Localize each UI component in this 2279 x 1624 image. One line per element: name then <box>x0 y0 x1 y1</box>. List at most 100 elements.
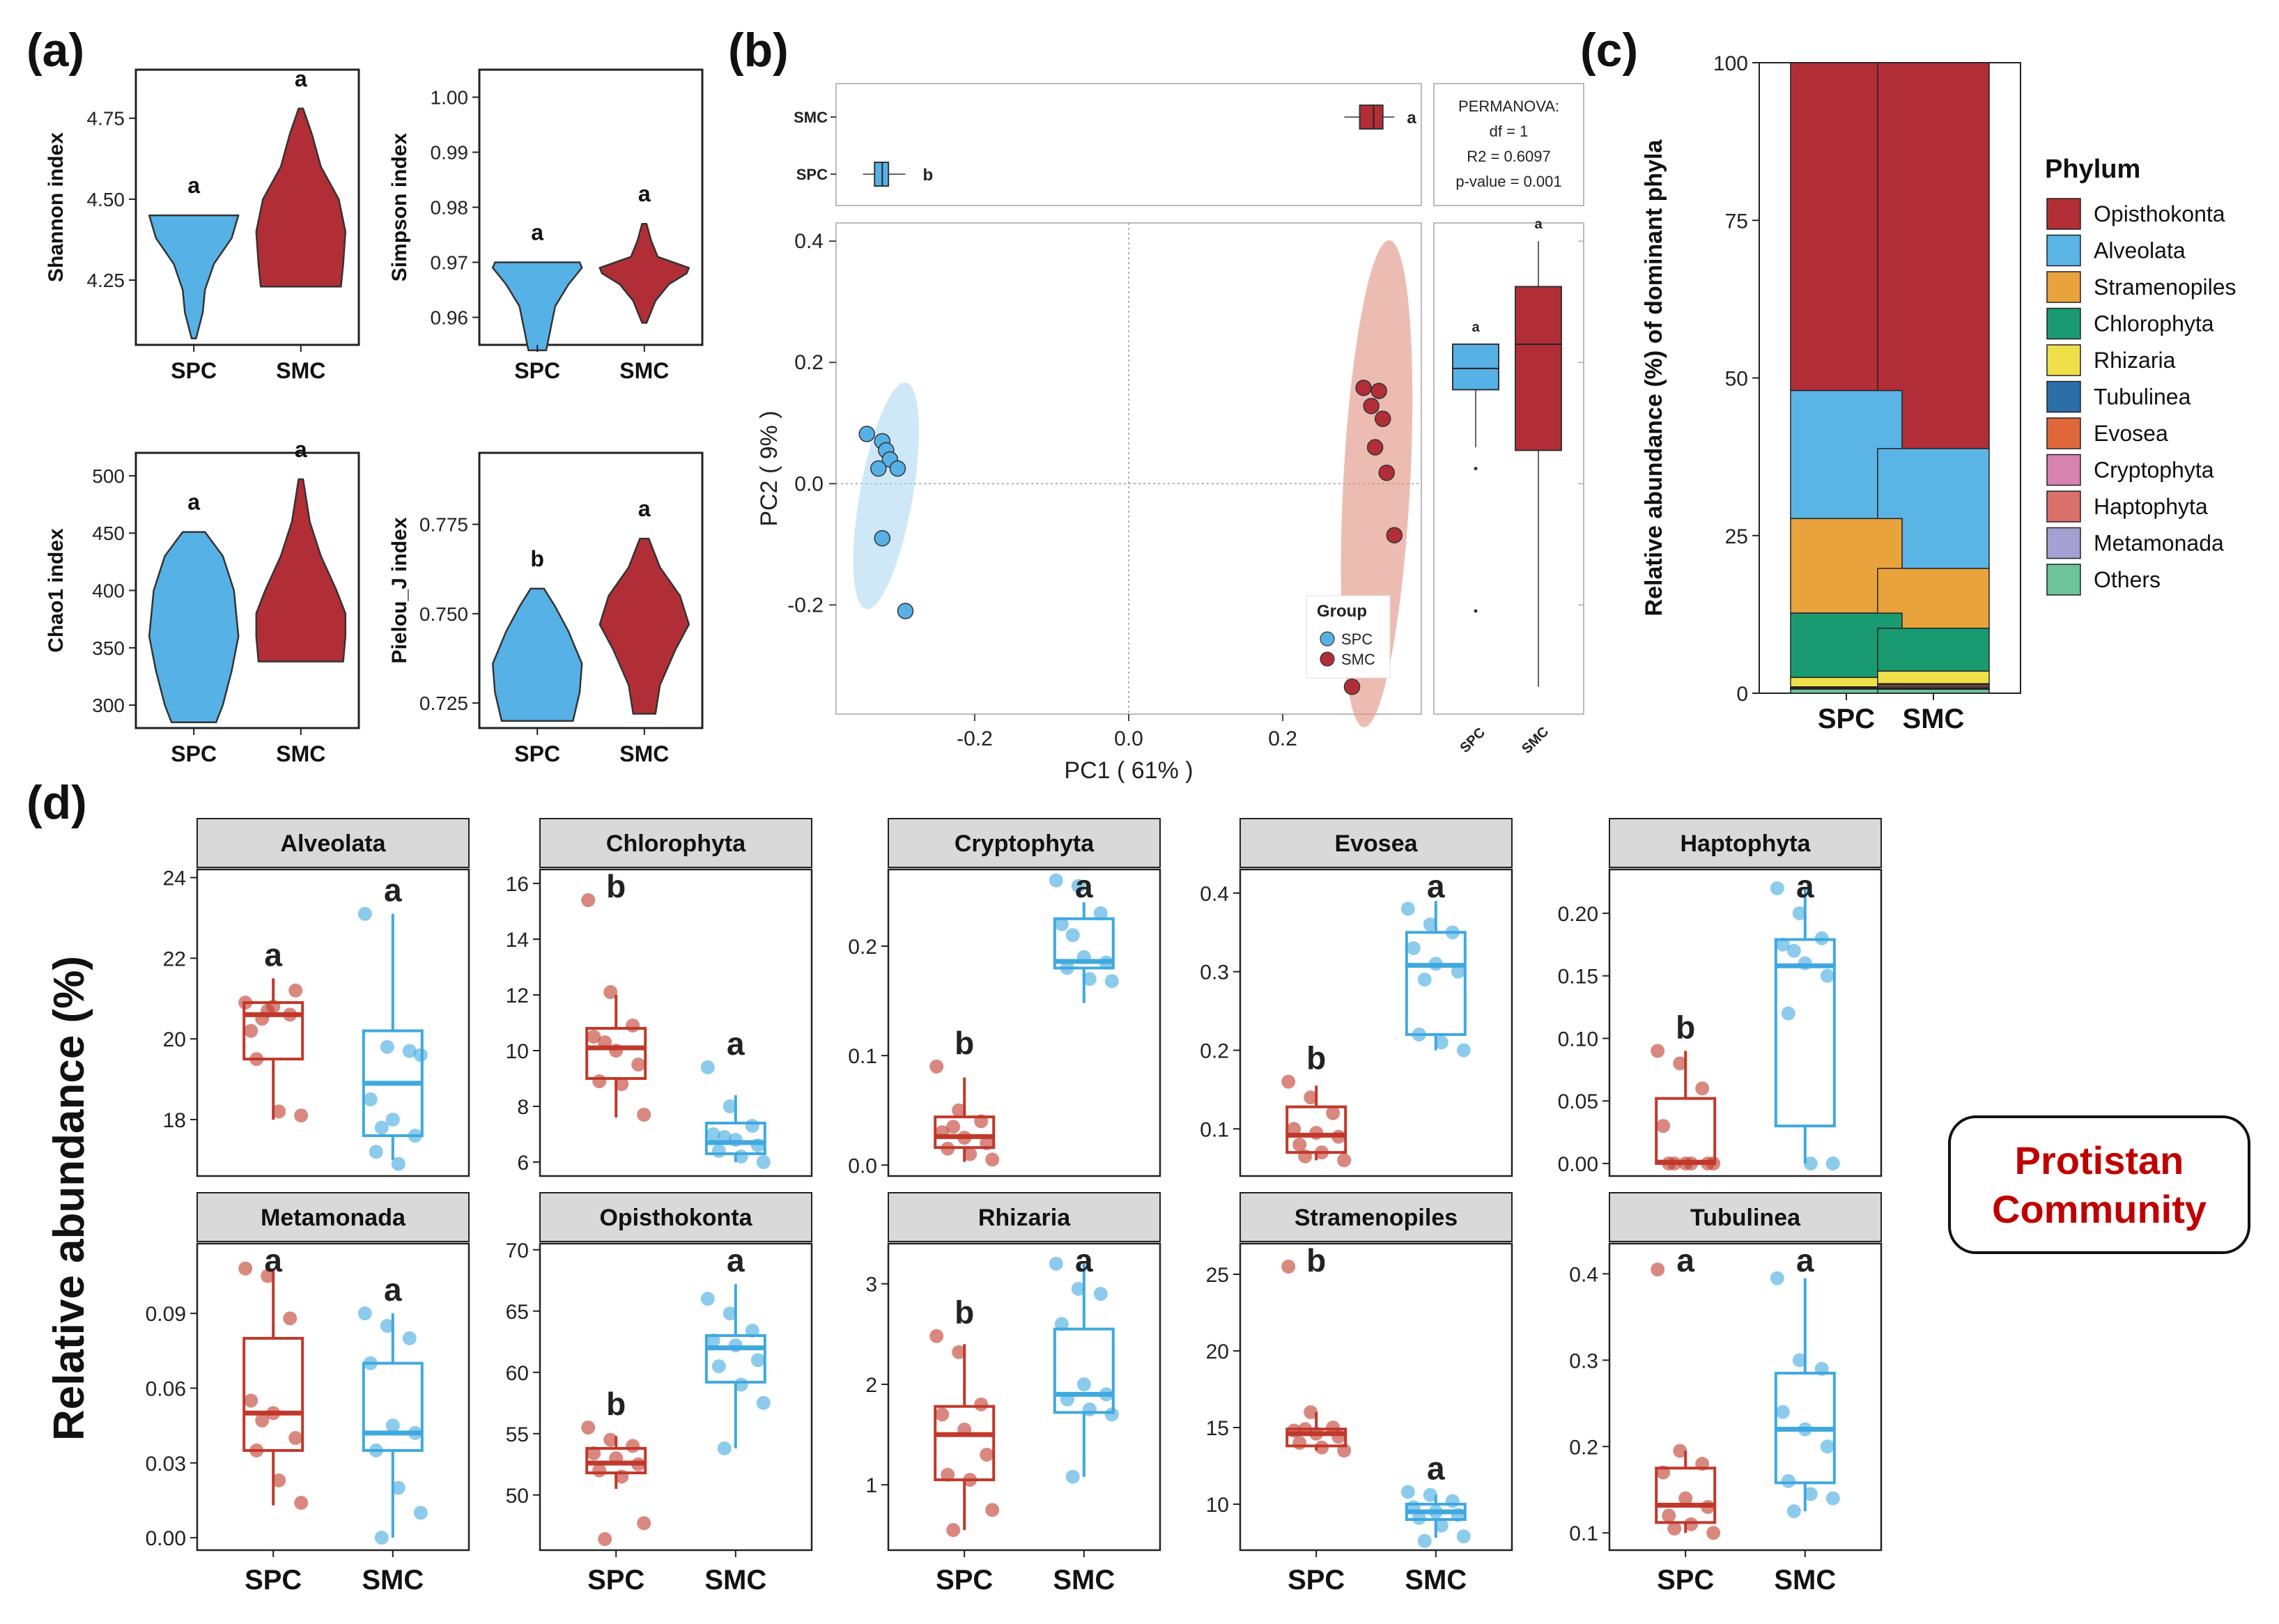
jitter-point-smc <box>1781 1474 1795 1488</box>
side-x-tick-label: SPC <box>1457 725 1488 756</box>
y-axis-title: Chao1 index <box>45 528 68 653</box>
pcoa-point-smc <box>1370 382 1387 399</box>
y-tick-label: 300 <box>92 695 125 716</box>
top-box-smc <box>1359 105 1384 130</box>
jitter-point-spc <box>626 1439 640 1453</box>
legend-label: Stramenopiles <box>2094 274 2236 300</box>
facet-frame <box>887 1242 1161 1552</box>
jitter-point-smc <box>1775 1405 1790 1419</box>
jitter-point-smc <box>374 1531 389 1545</box>
jitter-point-spc <box>1684 1157 1699 1171</box>
jitter-point-spc <box>272 1104 286 1119</box>
jitter-point-spc <box>1281 1260 1296 1274</box>
facet-strip <box>539 1192 812 1242</box>
jitter-point-spc <box>1315 1145 1329 1160</box>
legend-swatch-chlorophyta <box>2046 307 2081 340</box>
legend-swatch-stramenopiles <box>2046 271 2081 303</box>
jitter-point-spc <box>1292 1137 1307 1152</box>
legend-label: SMC <box>1341 651 1375 668</box>
jitter-point-spc <box>1304 1405 1318 1419</box>
x-tick-label: SMC <box>276 358 325 383</box>
community-box-border <box>1948 1115 2250 1254</box>
jitter-point-smc <box>1434 1035 1448 1050</box>
pcoa-point-spc <box>889 460 906 477</box>
y-tick-label: 0.3 <box>1569 1350 1598 1372</box>
jitter-point-spc <box>238 996 253 1010</box>
y-tick-label: 10 <box>506 1040 529 1063</box>
facet-alveolata: Alveolata 18 20 22 24 a a <box>163 818 470 1177</box>
y-tick-label: 0.1 <box>848 1045 877 1068</box>
community-label-line2: Community <box>1992 1187 2207 1231</box>
y-tick-label: 0.4 <box>794 230 824 253</box>
facet-title: Haptophyta <box>1681 830 1811 857</box>
facet-title: Rhizaria <box>978 1205 1071 1231</box>
x-tick-label: SMC <box>1405 1565 1467 1595</box>
jitter-point-spc <box>1656 1465 1671 1480</box>
permanova-box <box>1433 83 1584 206</box>
y-tick-label: 0.97 <box>431 252 469 274</box>
facet-chlorophyta: Chlorophyta 6 8 10 12 14 16 b a <box>506 818 813 1177</box>
y-tick-label: 50 <box>506 1485 529 1508</box>
legend-label: Rhizaria <box>2094 348 2176 373</box>
facet-metamonada: Metamonada 0.00 0.03 0.06 0.09 a a SPC SMC <box>146 1192 470 1595</box>
pcoa-point-smc <box>1374 410 1391 427</box>
jitter-point-smc <box>391 1480 405 1495</box>
jitter-point-spc <box>980 1136 994 1150</box>
jitter-point-spc <box>266 1406 281 1421</box>
jitter-point-smc <box>1825 1157 1840 1171</box>
jitter-point-spc <box>946 1120 961 1134</box>
x-tick-label: SPC <box>514 741 560 766</box>
legend-label: Haptophyta <box>2094 494 2208 519</box>
facet-strip <box>539 818 812 868</box>
legend-swatch-spc <box>1320 631 1335 647</box>
jitter-point-spc <box>1667 1522 1682 1536</box>
significance-letter: a <box>1676 1242 1694 1278</box>
pcoa-point-spc <box>897 603 914 619</box>
jitter-point-smc <box>750 1138 765 1152</box>
jitter-point-spc <box>1673 1056 1687 1071</box>
significance-letter: a <box>1427 868 1445 904</box>
y-tick-label: 12 <box>506 984 529 1007</box>
jitter-point-smc <box>734 1150 748 1163</box>
violin-spc <box>491 587 583 722</box>
jitter-point-smc <box>1798 1422 1812 1437</box>
x-tick-label: SPC <box>514 358 560 383</box>
legend-swatch-metamonada <box>2046 527 2081 559</box>
jitter-point-smc <box>402 1044 417 1058</box>
legend-swatch-cryptophyta <box>2046 454 2081 486</box>
x-axis-title: PC1 ( 61% ) <box>1064 757 1193 784</box>
jitter-point-smc <box>723 1099 737 1113</box>
facet-title: Tubulinea <box>1690 1205 1801 1231</box>
y-tick-label: 0.2 <box>1200 1039 1229 1062</box>
jitter-point-smc <box>1423 917 1437 931</box>
jitter-point-smc <box>1786 943 1801 958</box>
top-box-label: SMC <box>794 109 828 126</box>
permanova-stat: df = 1 <box>1490 123 1529 140</box>
y-tick-label: 100 <box>1713 52 1748 75</box>
y-tick-label: 4.25 <box>87 270 125 291</box>
plot-frame <box>478 68 704 346</box>
jitter-point-spc <box>603 1432 618 1447</box>
jitter-point-spc <box>946 1523 961 1538</box>
jitter-point-spc <box>244 1393 258 1408</box>
y-tick-label: 55 <box>506 1423 529 1446</box>
y-tick-label: 75 <box>1725 210 1748 233</box>
jitter-point-smc <box>1775 937 1790 952</box>
facet-title: Alveolata <box>280 830 386 857</box>
legend-label: Alveolata <box>2094 238 2186 263</box>
jitter-point-smc <box>1456 1529 1471 1544</box>
x-tick-label: SMC <box>1774 1565 1836 1595</box>
jitter-point-spc <box>929 1059 944 1074</box>
jitter-point-spc <box>963 1473 978 1487</box>
y-tick-label: 0.1 <box>1200 1118 1229 1141</box>
jitter-point-spc <box>1673 1444 1687 1458</box>
jitter-point-smc <box>1076 1377 1091 1391</box>
jitter-point-smc <box>357 906 372 921</box>
jitter-point-spc <box>1695 1081 1710 1096</box>
jitter-point-spc <box>1281 1074 1296 1089</box>
y-axis-title: Relative abundance (%) of dominant phyla <box>1641 139 1667 616</box>
panel-a-shannon: 4.25 4.50 4.75 Shannon index a SPC a SMC <box>45 66 360 383</box>
jitter-point-smc <box>369 1443 383 1457</box>
y-tick-label: 4.75 <box>87 108 125 130</box>
significance-letter: a <box>187 490 200 515</box>
